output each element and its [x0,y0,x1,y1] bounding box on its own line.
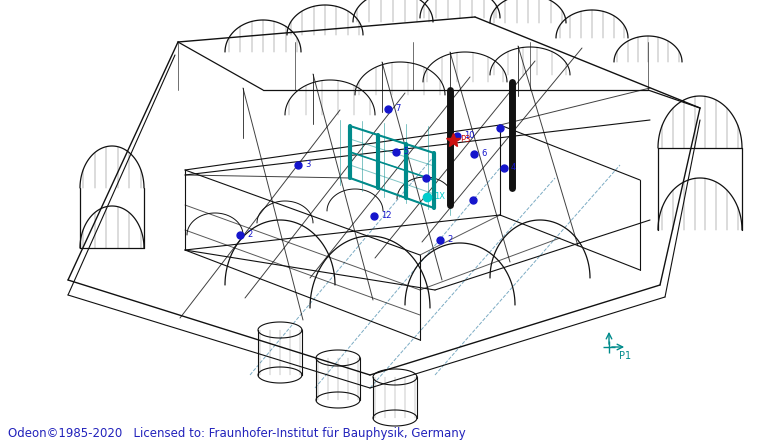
Text: 5: 5 [403,147,409,156]
Text: 2: 2 [247,230,252,239]
Text: 7: 7 [395,104,400,113]
Text: 4: 4 [511,163,516,172]
Text: 10: 10 [464,131,474,140]
Text: P3: P3 [460,135,470,144]
Text: P1: P1 [619,351,631,361]
Text: 3: 3 [305,160,311,169]
Text: 6: 6 [481,149,487,158]
Text: 2: 2 [447,235,452,244]
Text: 12: 12 [381,211,392,220]
Text: Odeon©1985-2020   Licensed to: Fraunhofer-Institut für Bauphysik, Germany: Odeon©1985-2020 Licensed to: Fraunhofer-… [8,427,466,440]
Text: 1X: 1X [434,192,445,201]
